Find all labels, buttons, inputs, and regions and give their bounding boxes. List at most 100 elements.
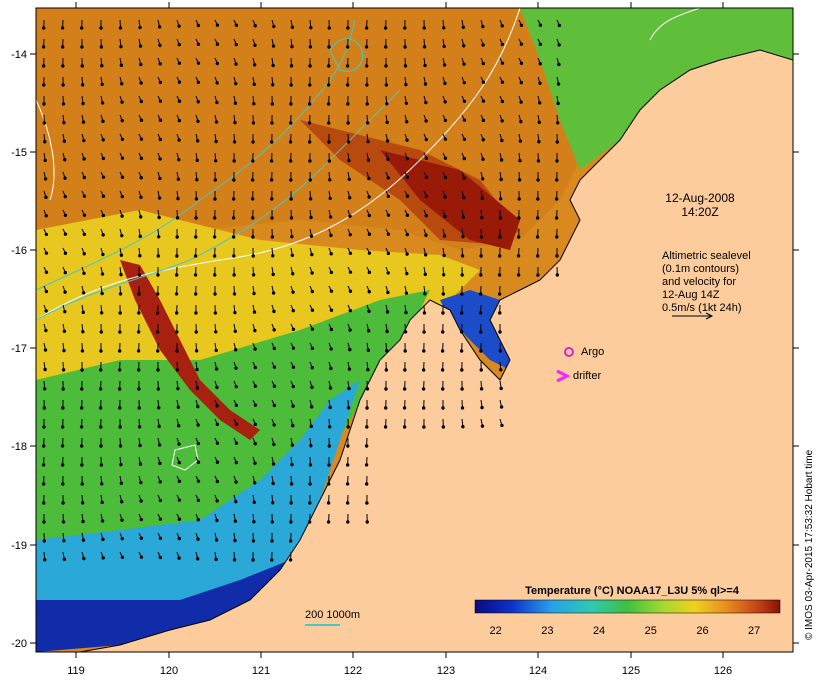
velocity-vector-head <box>43 140 47 144</box>
velocity-vector-head <box>348 196 352 200</box>
velocity-vector-head <box>290 462 294 467</box>
velocity-vector-head <box>251 140 255 144</box>
y-tick-label: -19 <box>11 540 27 552</box>
velocity-vector-head <box>422 349 426 353</box>
velocity-vector-head <box>234 42 238 47</box>
velocity-vector-head <box>402 406 407 410</box>
velocity-vector-head <box>155 330 160 334</box>
velocity-vector-head <box>290 25 295 29</box>
velocity-vector-head <box>270 558 274 562</box>
velocity-vector-head <box>234 366 238 370</box>
velocity-vector-head <box>253 43 257 47</box>
velocity-vector-head <box>252 500 256 505</box>
velocity-vector-head <box>403 45 407 49</box>
velocity-vector-head <box>61 520 66 524</box>
velocity-vector-head <box>271 501 275 505</box>
velocity-vector-head <box>291 365 296 369</box>
velocity-vector-head <box>481 43 485 47</box>
velocity-vector-head <box>405 194 410 198</box>
velocity-vector-head <box>441 387 445 391</box>
velocity-vector-head <box>555 178 559 182</box>
velocity-vector-head <box>440 368 445 372</box>
x-tick-label: 122 <box>344 665 362 677</box>
velocity-vector-head <box>481 80 486 84</box>
velocity-vector-head <box>385 139 390 143</box>
velocity-vector-head <box>479 349 483 353</box>
velocity-vector-head <box>139 62 143 67</box>
velocity-vector-head <box>555 235 559 239</box>
velocity-vector-head <box>158 517 163 521</box>
velocity-vector-head <box>215 81 219 85</box>
velocity-vector-head <box>478 330 483 334</box>
y-tick-label: -14 <box>11 49 27 61</box>
velocity-vector-head <box>498 254 502 258</box>
velocity-vector-head <box>194 311 198 315</box>
velocity-vector-head <box>345 501 350 505</box>
velocity-vector-head <box>119 462 123 467</box>
velocity-vector-head <box>462 44 466 48</box>
velocity-vectors <box>41 19 562 562</box>
velocity-vector-head <box>346 26 350 30</box>
velocity-vector-head <box>365 501 369 505</box>
velocity-vector-head <box>213 292 217 296</box>
velocity-vector-head <box>138 462 143 466</box>
velocity-vector-head <box>43 367 47 372</box>
velocity-vector-head <box>440 349 445 353</box>
velocity-vector-head <box>250 216 255 220</box>
velocity-vector-head <box>270 121 274 125</box>
velocity-vector-head <box>233 120 237 125</box>
velocity-vector-head <box>101 119 105 124</box>
velocity-vector-head <box>251 159 255 163</box>
velocity-vector-head <box>367 195 371 199</box>
velocity-vector-head <box>309 424 313 429</box>
velocity-vector-head <box>177 424 181 428</box>
velocity-vector-head <box>328 386 333 390</box>
velocity-vector-head <box>289 216 294 220</box>
velocity-vector-head <box>481 138 485 142</box>
velocity-vector-head <box>557 62 561 67</box>
velocity-vector-head <box>81 120 86 124</box>
velocity-vector-head <box>346 140 351 144</box>
velocity-vector-head <box>177 42 181 47</box>
velocity-vector-head <box>326 102 331 106</box>
colorbar-tick-label: 27 <box>748 625 760 637</box>
velocity-vector-head <box>195 158 199 163</box>
velocity-vector-head <box>42 425 46 429</box>
velocity-vector-head <box>176 196 180 201</box>
velocity-vector-head <box>42 26 46 30</box>
velocity-vector-head <box>213 311 218 315</box>
velocity-vector-head <box>498 311 502 315</box>
velocity-vector-head <box>81 101 85 106</box>
velocity-vector-head <box>119 272 123 277</box>
velocity-vector-head <box>500 119 504 123</box>
velocity-vector-head <box>367 270 372 275</box>
velocity-vector-head <box>196 42 201 46</box>
velocity-vector-head <box>231 216 236 220</box>
y-tick-label: -17 <box>11 343 27 355</box>
velocity-vector-head <box>497 273 502 277</box>
velocity-vector-head <box>177 517 182 521</box>
velocity-vector-head <box>158 43 162 48</box>
velocity-vector-head <box>405 120 409 124</box>
velocity-vector-head <box>288 539 293 543</box>
velocity-vector-head <box>157 215 161 220</box>
velocity-vector-head <box>443 214 447 219</box>
velocity-vector-head <box>195 139 200 143</box>
velocity-vector-head <box>364 482 369 486</box>
velocity-vector-head <box>519 100 523 104</box>
velocity-vector-head <box>44 251 49 255</box>
velocity-vector-head <box>348 347 352 352</box>
velocity-vector-head <box>462 176 466 180</box>
velocity-vector-head <box>271 291 276 295</box>
velocity-vector-head <box>231 235 236 239</box>
velocity-vector-head <box>252 102 256 106</box>
velocity-vector-head <box>196 441 201 446</box>
altimetry-contours <box>36 8 701 471</box>
velocity-vector-head <box>214 330 218 334</box>
velocity-vector-head <box>480 177 485 181</box>
y-tick-label: -16 <box>11 245 27 257</box>
velocity-vector-head <box>41 463 46 467</box>
velocity-vector-head <box>441 425 446 429</box>
velocity-vector-head <box>291 404 295 408</box>
velocity-vector-head <box>289 83 293 87</box>
